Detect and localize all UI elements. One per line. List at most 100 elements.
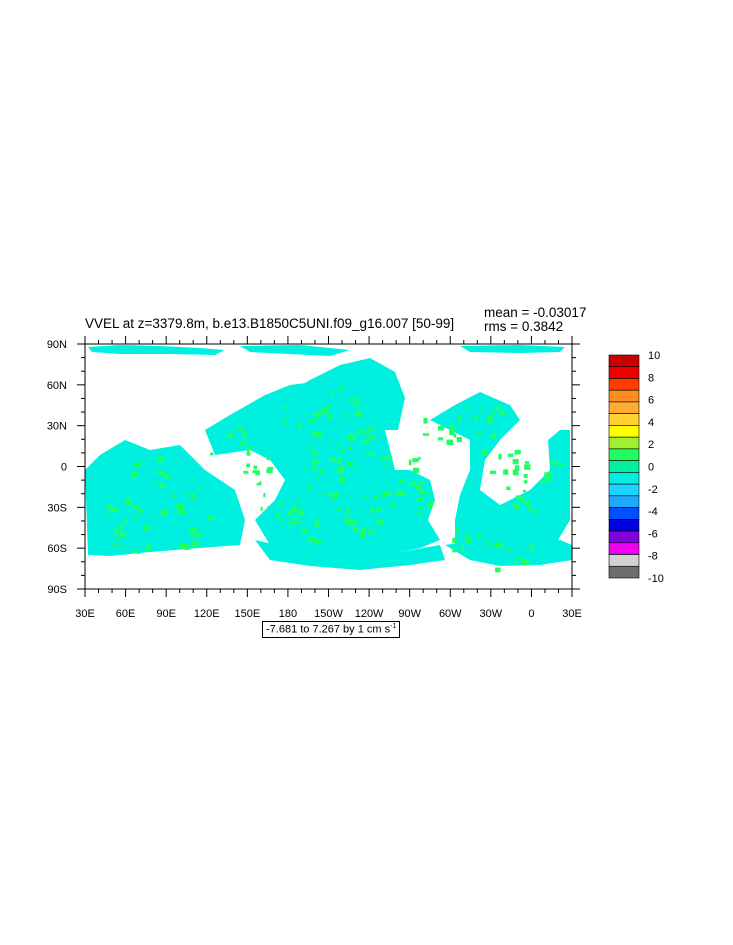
ocean-cell (294, 517, 298, 523)
ocean-cell (479, 408, 483, 411)
ocean-cell (314, 523, 321, 527)
ocean-cell (320, 468, 324, 474)
ocean-cell (350, 397, 354, 403)
ocean-cell (339, 477, 346, 483)
lon-tick-label: 90W (398, 608, 421, 620)
ocean-cell (339, 386, 343, 392)
ocean-cell (276, 513, 280, 518)
ocean-cell (327, 414, 333, 419)
ocean-cell (176, 503, 179, 507)
ocean-cell (310, 413, 313, 417)
ocean-cell (465, 530, 468, 534)
colorbar-label: 8 (648, 372, 654, 384)
ocean-cell (284, 419, 287, 426)
ocean-cell (465, 406, 467, 412)
rms-value: rms = 0.3842 (484, 319, 564, 334)
colorbar-swatch (608, 389, 640, 403)
ocean-cell (198, 487, 201, 490)
ocean-cell (311, 460, 319, 463)
lon-tick-label: 30E (562, 608, 582, 620)
ocean-basin (445, 540, 572, 566)
ocean-cell (131, 472, 138, 478)
map-axes: 30E 60E 90E 120E 150E 180 150W 120W 90W 60W 30W 0 30… (47, 336, 582, 620)
ocean-cell (375, 508, 382, 512)
ocean-cell (290, 506, 297, 513)
colorbar-swatch (608, 507, 640, 520)
ocean-cell (315, 477, 319, 481)
ocean-cell (252, 470, 257, 474)
ocean-basin (240, 345, 350, 356)
ocean-cell (376, 518, 383, 525)
ocean-cell (417, 511, 421, 515)
ocean-cell (493, 543, 500, 548)
ocean-cell (283, 417, 286, 420)
ocean-cell (490, 433, 497, 439)
ocean-cell (520, 496, 526, 500)
ocean-cell (452, 538, 457, 543)
ocean-cell (368, 529, 374, 534)
ocean-cell (329, 491, 332, 495)
ocean-cell (428, 501, 434, 507)
lon-tick-label: 30W (480, 608, 503, 620)
ocean-basin (255, 540, 445, 570)
ocean-cell (355, 410, 363, 417)
ocean-cell (524, 464, 531, 470)
lon-tick-label: 60W (439, 608, 462, 620)
colorbar-label: 4 (648, 417, 654, 429)
colorbar-label: 2 (648, 439, 654, 451)
ocean-cell (409, 482, 416, 485)
ocean-cell (548, 471, 553, 476)
lon-tick-label: 120W (355, 608, 384, 620)
ocean-cell (115, 539, 120, 542)
ocean-cell (124, 516, 128, 523)
ocean-basin (280, 358, 405, 430)
ocean-cell (316, 539, 320, 545)
ocean-cell (260, 506, 263, 511)
ocean-cell (118, 524, 123, 529)
ocean-cell (449, 424, 455, 430)
ocean-cell (157, 456, 163, 463)
ocean-cell (385, 464, 391, 468)
colorbar-label: -6 (648, 528, 658, 540)
ocean-cell (369, 435, 375, 439)
ocean-cell (397, 490, 404, 494)
ocean-cell (544, 472, 551, 478)
ocean-cell (119, 532, 126, 538)
ocean-cell (481, 452, 485, 455)
ocean-cell (345, 412, 348, 419)
ocean-cell (104, 513, 111, 516)
ocean-cell (325, 405, 332, 408)
ocean-cell (197, 533, 200, 537)
ocean-cell (474, 415, 478, 420)
ocean-cell (336, 507, 341, 512)
lat-tick-label: 90S (47, 584, 67, 596)
ocean-basin (430, 392, 570, 556)
ocean-cell (408, 459, 412, 466)
ocean-cell (303, 468, 306, 471)
ocean-cell (246, 452, 251, 456)
ocean-cell (177, 503, 184, 510)
colorbar-label: -4 (648, 506, 658, 518)
ocean-cell (539, 481, 546, 484)
ocean-cell (485, 541, 489, 546)
ocean-cell (266, 468, 273, 474)
ocean-cell (449, 430, 455, 436)
ocean-cell (263, 493, 266, 498)
ocean-cell (283, 405, 289, 408)
ocean-cell (515, 495, 520, 498)
lon-tick-label: 180 (279, 608, 297, 620)
ocean-cell (125, 499, 132, 506)
ocean-cell (420, 488, 424, 494)
ocean-cell (160, 509, 168, 515)
ocean-cell (279, 501, 283, 506)
ocean-cell (485, 417, 491, 422)
ocean-cell (513, 504, 520, 509)
ocean-cell (145, 545, 151, 551)
colorbar: 10 8 6 4 2 0 -2 -4 -6 -8 -10 (608, 350, 664, 585)
ocean-cell (499, 411, 505, 415)
lat-tick-label: 90N (47, 339, 67, 351)
ocean-cell (308, 485, 312, 489)
ocean-cell (514, 449, 521, 455)
ocean-basin (88, 345, 225, 355)
ocean-cell (423, 417, 428, 424)
